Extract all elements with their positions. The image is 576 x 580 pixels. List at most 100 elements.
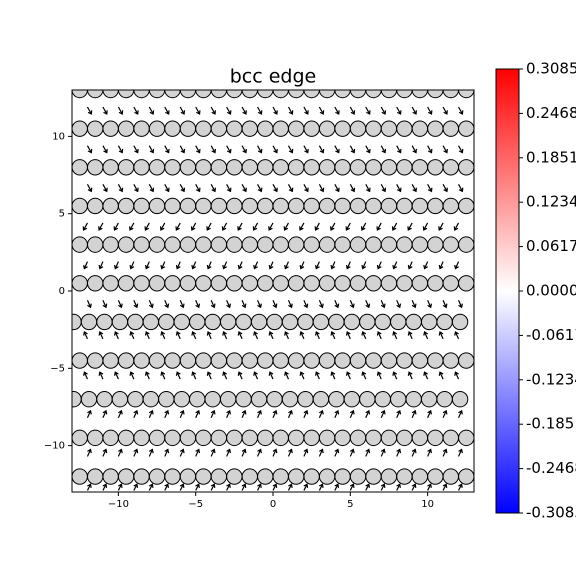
atom xyxy=(133,120,150,137)
atom xyxy=(148,120,166,137)
arrow xyxy=(365,300,371,309)
atom xyxy=(365,468,382,485)
arrow xyxy=(365,106,371,115)
arrow xyxy=(365,483,370,491)
arrow xyxy=(457,448,463,457)
arrow xyxy=(345,222,351,231)
atom xyxy=(142,391,160,408)
arrow xyxy=(334,300,340,309)
atom xyxy=(442,236,460,253)
arrow xyxy=(252,222,259,231)
atom xyxy=(102,429,119,447)
arrow xyxy=(427,106,433,115)
colorbar-tick-label: -0.0617 xyxy=(526,326,576,344)
atom xyxy=(257,236,274,253)
atom xyxy=(72,197,88,215)
arrow xyxy=(129,371,135,380)
atom xyxy=(451,391,469,408)
arrow xyxy=(226,300,231,309)
arrow xyxy=(226,145,232,154)
atom xyxy=(195,120,212,137)
atom xyxy=(334,275,351,292)
atom xyxy=(226,120,243,137)
arrow xyxy=(253,371,259,380)
arrow xyxy=(226,483,231,491)
arrow xyxy=(164,184,170,193)
arrow xyxy=(330,261,336,270)
arrow xyxy=(303,145,309,154)
arrow xyxy=(458,184,464,193)
arrow xyxy=(237,331,243,340)
arrow xyxy=(195,448,201,457)
arrow xyxy=(86,409,92,419)
atom xyxy=(349,468,367,485)
arrow xyxy=(86,448,92,457)
atom xyxy=(411,352,429,369)
arrow xyxy=(86,145,93,154)
arrow xyxy=(442,145,448,154)
arrow xyxy=(272,184,278,193)
arrow xyxy=(380,184,387,193)
atom xyxy=(127,313,144,331)
arrow xyxy=(117,184,124,193)
arrow xyxy=(268,222,274,231)
arrow xyxy=(257,184,263,193)
x-tick-label: 5 xyxy=(347,499,353,510)
arrow xyxy=(102,409,108,419)
arrow xyxy=(349,184,356,193)
arrow xyxy=(133,300,139,309)
atom xyxy=(334,159,351,176)
arrow xyxy=(349,483,355,491)
atom xyxy=(458,429,474,447)
arrow xyxy=(253,261,259,270)
colorbar-tick-label: -0.1234 xyxy=(526,370,576,388)
atom xyxy=(250,391,268,408)
atom xyxy=(117,236,135,253)
atom xyxy=(241,468,259,485)
atom xyxy=(210,275,228,292)
arrow xyxy=(148,106,155,115)
atom xyxy=(133,429,150,447)
atom xyxy=(72,275,88,292)
atom xyxy=(312,391,330,408)
arrow xyxy=(241,184,247,193)
arrow xyxy=(195,145,201,154)
atom xyxy=(396,120,413,137)
atom xyxy=(241,352,259,369)
arrow xyxy=(272,409,278,419)
atom xyxy=(179,236,197,253)
arrow xyxy=(453,222,460,231)
y-tick-label: 5 xyxy=(59,209,65,220)
arrow xyxy=(179,448,185,457)
arrow xyxy=(349,409,355,419)
arrow xyxy=(365,409,371,419)
arrow xyxy=(361,331,367,340)
atom xyxy=(86,352,104,369)
arrow xyxy=(334,145,340,154)
atom xyxy=(374,313,391,331)
atom xyxy=(72,352,88,369)
atom xyxy=(257,159,274,176)
atom xyxy=(226,275,243,292)
atom xyxy=(349,197,367,215)
atom xyxy=(359,313,376,331)
atom xyxy=(427,352,444,369)
atom xyxy=(257,468,274,485)
colorbar-tick-label: -0.3085 xyxy=(526,504,576,522)
arrow xyxy=(86,184,93,193)
arrow xyxy=(144,371,150,380)
colorbar-tick-label: 0.1851 xyxy=(526,148,576,166)
arrow xyxy=(268,261,274,270)
arrow xyxy=(361,261,367,270)
atom xyxy=(334,352,351,369)
arrow xyxy=(380,300,386,309)
arrow xyxy=(160,261,166,270)
atom xyxy=(318,429,336,447)
atom xyxy=(257,120,274,137)
arrow xyxy=(303,106,309,115)
arrow xyxy=(411,106,417,115)
atom xyxy=(117,275,135,292)
arrow xyxy=(360,222,367,231)
arrow xyxy=(179,184,186,193)
x-tick-label: −5 xyxy=(188,499,203,510)
